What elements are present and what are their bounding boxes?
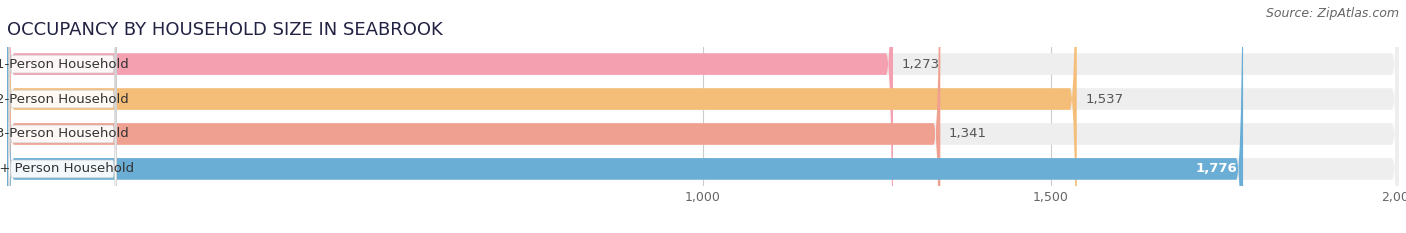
- Text: 3-Person Household: 3-Person Household: [0, 127, 129, 140]
- FancyBboxPatch shape: [8, 0, 117, 233]
- FancyBboxPatch shape: [7, 0, 893, 233]
- Text: 1,341: 1,341: [949, 127, 987, 140]
- Text: Source: ZipAtlas.com: Source: ZipAtlas.com: [1265, 7, 1399, 20]
- Text: 1,273: 1,273: [901, 58, 939, 71]
- Text: 4+ Person Household: 4+ Person Household: [0, 162, 134, 175]
- FancyBboxPatch shape: [8, 3, 117, 233]
- FancyBboxPatch shape: [7, 0, 1399, 233]
- Text: OCCUPANCY BY HOUSEHOLD SIZE IN SEABROOK: OCCUPANCY BY HOUSEHOLD SIZE IN SEABROOK: [7, 21, 443, 39]
- FancyBboxPatch shape: [7, 0, 1243, 233]
- FancyBboxPatch shape: [8, 0, 117, 233]
- FancyBboxPatch shape: [7, 0, 1399, 233]
- FancyBboxPatch shape: [7, 0, 1399, 233]
- Text: 1,776: 1,776: [1195, 162, 1237, 175]
- FancyBboxPatch shape: [8, 0, 117, 230]
- FancyBboxPatch shape: [7, 0, 1399, 233]
- Text: 1,537: 1,537: [1085, 93, 1123, 106]
- FancyBboxPatch shape: [7, 0, 1077, 233]
- Text: 1-Person Household: 1-Person Household: [0, 58, 129, 71]
- FancyBboxPatch shape: [7, 0, 941, 233]
- Text: 2-Person Household: 2-Person Household: [0, 93, 129, 106]
